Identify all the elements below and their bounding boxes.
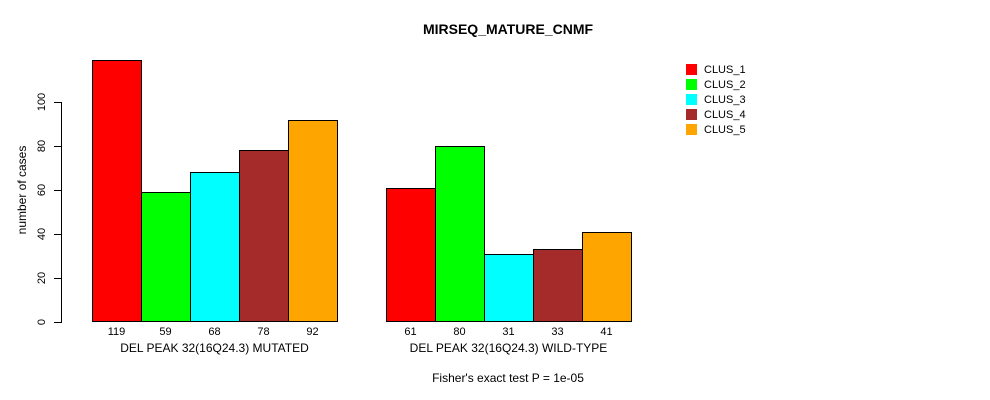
bar-value-label: 80 [453,326,466,338]
bar-value-label: 68 [208,326,221,338]
y-tick-label: 80 [36,139,48,153]
bar-value-label: 59 [159,326,172,338]
y-tick-label: 0 [36,318,48,326]
y-tick-mark [54,278,61,279]
bar-value-label: 61 [404,326,417,338]
bar-clus_5-group1 [288,120,338,322]
legend-swatch-icon [686,64,697,75]
bar-clus_3-group1 [190,172,240,322]
legend: CLUS_1 CLUS_2 CLUS_3 CLUS_4 CLUS_5 [686,62,746,137]
legend-row-clus_4: CLUS_4 [686,107,746,122]
legend-row-clus_2: CLUS_2 [686,77,746,92]
bar-clus_5-group2 [582,232,632,322]
y-tick-mark [54,234,61,235]
y-tick-label: 20 [36,271,48,285]
bar-value-label: 33 [551,326,564,338]
legend-label: CLUS_1 [704,63,746,76]
bar-clus_2-group2 [435,146,485,322]
legend-swatch-icon [686,79,697,90]
bar-clus_2-group1 [141,192,191,322]
bar-value-label: 41 [600,326,613,338]
bar-value-label: 78 [257,326,270,338]
bar-clus_1-group2 [386,188,436,322]
bar-clus_4-group1 [239,150,289,322]
y-tick-mark [54,102,61,103]
y-tick-label: 60 [36,183,48,197]
chart-title: MIRSEQ_MATURE_CNMF [422,21,594,37]
legend-label: CLUS_2 [704,78,746,91]
legend-swatch-icon [686,94,697,105]
group-label: DEL PEAK 32(16Q24.3) WILD-TYPE [409,341,608,355]
annotation-fisher-test: Fisher's exact test P = 1e-05 [432,371,584,385]
legend-row-clus_1: CLUS_1 [686,62,746,77]
legend-swatch-icon [686,124,697,135]
legend-label: CLUS_3 [704,93,746,106]
bar-clus_1-group1 [92,60,142,322]
y-axis-line [61,102,62,323]
y-tick-label: 100 [36,92,48,112]
y-tick-mark [54,322,61,323]
group-label: DEL PEAK 32(16Q24.3) MUTATED [120,341,309,355]
legend-label: CLUS_4 [704,108,746,121]
legend-row-clus_3: CLUS_3 [686,92,746,107]
legend-row-clus_5: CLUS_5 [686,122,746,137]
y-axis-label: number of cases [15,145,29,235]
legend-swatch-icon [686,109,697,120]
y-tick-label: 40 [36,227,48,241]
y-tick-mark [54,146,61,147]
bar-value-label: 119 [107,326,126,338]
legend-label: CLUS_5 [704,123,746,136]
bar-clus_4-group2 [533,249,583,322]
y-tick-mark [54,190,61,191]
bar-value-label: 31 [502,326,515,338]
bar-clus_3-group2 [484,254,534,322]
bar-value-label: 92 [306,326,319,338]
